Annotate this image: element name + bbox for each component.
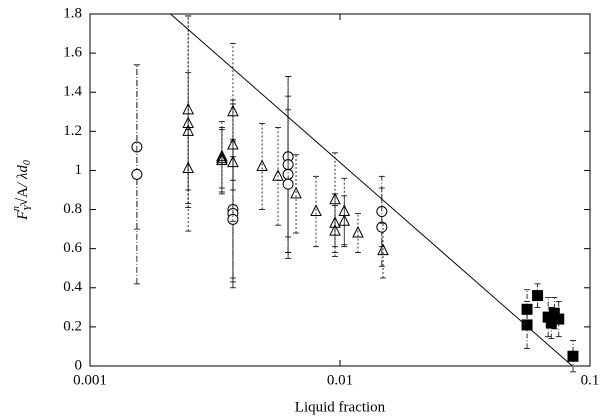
point (532, 290, 544, 302)
error-bar (218, 127, 225, 195)
y-tick-label: 1.2 (63, 123, 82, 139)
y-tick-label: 0.4 (63, 279, 82, 295)
error-bar (313, 175, 320, 248)
y-label-part: n (11, 206, 22, 211)
y-tick-label: 0 (75, 357, 83, 373)
error-bar (378, 187, 385, 267)
point (131, 168, 143, 180)
point (377, 243, 389, 256)
point (567, 350, 579, 362)
point (216, 153, 228, 166)
point (310, 204, 322, 217)
x-tick-label: 0.001 (73, 372, 107, 388)
error-bar (185, 128, 192, 209)
point (352, 225, 364, 238)
y-tick-label: 0.6 (63, 240, 82, 256)
error-bar (259, 123, 266, 210)
error-bar (380, 222, 387, 279)
error-bar (341, 195, 348, 248)
point (256, 159, 268, 172)
error-bar (551, 297, 558, 330)
error-bar (185, 15, 192, 232)
point (376, 221, 388, 233)
error-bar (548, 306, 555, 340)
error-bar (569, 340, 576, 373)
y-label-part: Y (23, 204, 34, 211)
y-label-part: / λd (15, 165, 31, 188)
y-tick-label: 1.8 (63, 5, 82, 21)
plot-frame (89, 13, 591, 367)
y-axis-label: FYn√A/ λd0 (11, 160, 34, 221)
y-tick-label: 0.2 (63, 318, 82, 334)
error-bar (332, 205, 339, 257)
error-bar (229, 103, 236, 222)
x-tick-label: 0.1 (581, 372, 600, 388)
point (272, 169, 284, 181)
point (182, 161, 194, 173)
error-bar (354, 213, 361, 253)
y-label-part: √A (15, 187, 31, 206)
error-bar (293, 154, 300, 234)
point (329, 223, 341, 236)
error-bar (133, 64, 140, 285)
point (521, 319, 533, 331)
point (290, 186, 302, 199)
y-label-part: 0 (22, 160, 33, 165)
x-axis-label: Liquid fraction (295, 399, 386, 415)
y-tick-label: 1.6 (63, 45, 82, 61)
point (282, 178, 294, 190)
point (216, 151, 228, 164)
error-bar (545, 297, 552, 338)
x-tick-label: 0.01 (327, 372, 353, 388)
y-label-part: F (15, 210, 31, 221)
point (182, 116, 194, 129)
point (338, 214, 351, 226)
error-bar (341, 177, 348, 246)
point (553, 313, 565, 325)
fit-line (170, 13, 573, 367)
point (227, 155, 239, 168)
y-tick-label: 1.4 (63, 84, 82, 100)
y-tick-label: 1 (75, 162, 83, 178)
y-tick-label: 0.8 (63, 201, 82, 217)
error-bar (275, 127, 282, 226)
